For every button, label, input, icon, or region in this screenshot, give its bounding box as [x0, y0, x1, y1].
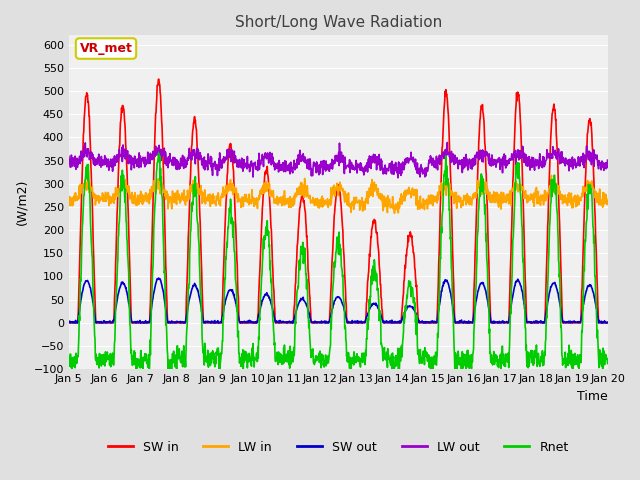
LW in	[65, 196, 72, 202]
LW in	[422, 200, 430, 205]
Rnet	[540, 352, 548, 358]
SW in	[65, 320, 72, 325]
LW out	[540, 164, 548, 169]
Rnet	[186, 281, 193, 287]
SW out	[185, 297, 193, 303]
SW in	[604, 320, 611, 325]
SW in	[155, 76, 163, 82]
Legend: SW in, LW in, SW out, LW out, Rnet: SW in, LW in, SW out, LW out, Rnet	[102, 435, 573, 458]
SW in	[186, 207, 193, 213]
Line: Rnet: Rnet	[68, 153, 607, 373]
Rnet	[493, 358, 500, 364]
SW in	[246, 320, 253, 326]
Line: LW in: LW in	[68, 171, 607, 213]
SW out	[245, 319, 253, 324]
SW in	[540, 320, 548, 326]
LW in	[540, 196, 548, 202]
LW in	[84, 168, 92, 174]
Rnet	[65, 363, 72, 369]
SW out	[604, 320, 611, 325]
Rnet	[172, 352, 180, 358]
Line: SW in: SW in	[68, 79, 607, 323]
LW out	[394, 175, 402, 180]
SW in	[65, 320, 73, 326]
SW out	[65, 319, 72, 325]
LW in	[185, 193, 193, 199]
SW in	[422, 320, 430, 326]
LW out	[245, 164, 253, 170]
Rnet	[155, 150, 163, 156]
Line: SW out: SW out	[68, 278, 607, 323]
LW out	[444, 140, 451, 145]
Title: Short/Long Wave Radiation: Short/Long Wave Radiation	[234, 15, 442, 30]
X-axis label: Time: Time	[577, 390, 607, 403]
LW in	[245, 191, 253, 197]
LW in	[390, 210, 398, 216]
LW out	[604, 157, 611, 163]
SW out	[540, 320, 548, 325]
Line: LW out: LW out	[68, 143, 607, 178]
LW out	[172, 158, 179, 164]
LW in	[604, 198, 611, 204]
SW out	[422, 320, 430, 326]
Text: VR_met: VR_met	[79, 42, 132, 55]
Rnet	[246, 352, 253, 358]
LW out	[65, 154, 72, 159]
LW out	[185, 152, 193, 158]
Rnet	[422, 354, 430, 360]
SW out	[493, 319, 500, 325]
SW out	[155, 276, 163, 281]
SW out	[253, 320, 260, 326]
LW out	[493, 161, 500, 167]
SW in	[172, 319, 180, 325]
Rnet	[145, 371, 153, 376]
LW in	[493, 198, 500, 204]
Y-axis label: (W/m2): (W/m2)	[15, 179, 28, 226]
SW out	[172, 319, 180, 324]
SW in	[493, 320, 500, 325]
LW out	[422, 171, 430, 177]
LW in	[172, 195, 180, 201]
Rnet	[604, 361, 611, 367]
